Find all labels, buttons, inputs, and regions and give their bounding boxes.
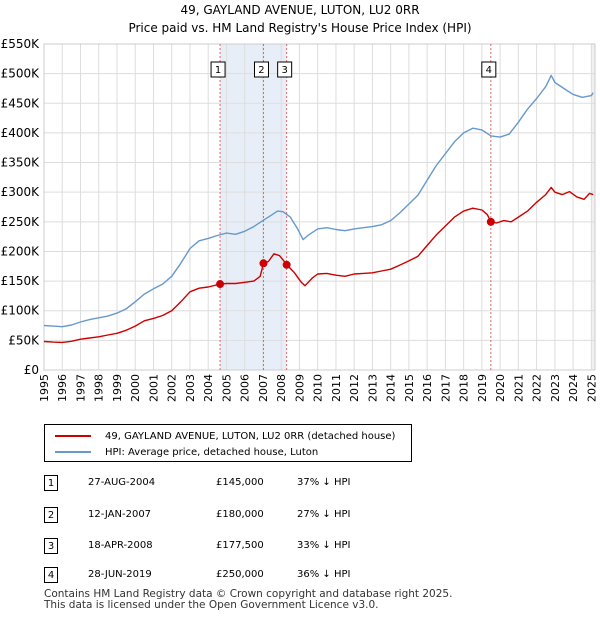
x-tick-label: 2020	[494, 374, 507, 402]
x-tick-label: 2015	[403, 374, 416, 402]
x-tick-label: 2008	[275, 374, 288, 402]
sale-number-label: 3	[281, 65, 287, 76]
x-tick-label: 2009	[293, 374, 306, 402]
transaction-hpi-diff: 27% ↓ HPI	[297, 509, 351, 520]
transaction-hpi-diff: 37% ↓ HPI	[297, 477, 351, 488]
sale-number-label: 4	[486, 65, 492, 76]
transaction-hpi-diff: 36% ↓ HPI	[297, 569, 351, 580]
x-tick-label: 2019	[476, 374, 489, 402]
sale-number-box	[210, 61, 226, 78]
x-tick-label: 2005	[220, 374, 233, 402]
transaction-row: 4 28-JUN-2019 £250,000 36% ↓ HPI	[0, 567, 600, 587]
y-tick-label: £350K	[1, 156, 41, 170]
x-tick-label: 2006	[239, 374, 252, 402]
x-tick-label: 2010	[312, 374, 325, 402]
x-tick-label: 2011	[330, 374, 343, 402]
x-tick-label: 2004	[202, 374, 215, 402]
plot-area	[44, 44, 595, 370]
legend-swatch-property	[55, 435, 91, 437]
transaction-price: £250,000	[216, 569, 264, 580]
x-tick-label: 2012	[348, 374, 361, 402]
sale-number-label: 1	[215, 65, 221, 76]
legend-label-hpi: HPI: Average price, detached house, Luto…	[105, 446, 319, 458]
sale-number-box	[277, 61, 293, 78]
transaction-price: £177,500	[216, 540, 264, 551]
x-tick-label: 2018	[458, 374, 471, 402]
x-tick-label: 2014	[385, 374, 398, 402]
x-tick-label: 2024	[567, 374, 580, 402]
transaction-number: 4	[44, 567, 58, 583]
price-chart: £0 £50K £100K £150K £200K £250K £300K £350K £400…	[1, 37, 599, 402]
property-series-line	[43, 186, 594, 344]
transaction-hpi-diff: 33% ↓ HPI	[297, 540, 351, 551]
x-tick-label: 1998	[93, 374, 106, 402]
projection-shade	[591, 44, 595, 370]
x-tick-label: 2000	[129, 374, 142, 402]
sale-point	[216, 280, 225, 289]
sale-number-box	[481, 61, 497, 78]
y-tick-label: £300K	[1, 185, 41, 199]
chart-subtitle: Price paid vs. HM Land Registry's House …	[128, 21, 472, 35]
x-tick-label: 2016	[421, 374, 434, 402]
legend-label-property: 49, GAYLAND AVENUE, LUTON, LU2 0RR (deta…	[105, 430, 396, 442]
transaction-date: 27-AUG-2004	[88, 477, 156, 488]
x-tick-label: 1995	[38, 374, 51, 402]
transaction-price: £145,000	[216, 477, 264, 488]
transaction-row: 1 27-AUG-2004 £145,000 37% ↓ HPI	[0, 475, 600, 495]
transaction-date: 28-JUN-2019	[88, 569, 152, 580]
transaction-number: 2	[44, 507, 58, 523]
sale-point	[486, 217, 495, 226]
x-tick-label: 2001	[147, 374, 160, 402]
x-tick-label: 1997	[74, 374, 87, 402]
x-tick-label: 2007	[257, 374, 270, 402]
footer-licence: This data is licensed under the Open Gov…	[44, 599, 379, 611]
transaction-row: 3 18-APR-2008 £177,500 33% ↓ HPI	[0, 538, 600, 558]
x-tick-label: 2021	[512, 374, 525, 402]
transaction-price: £180,000	[216, 509, 264, 520]
x-tick-label: 1999	[111, 374, 124, 402]
legend-item-property: 49, GAYLAND AVENUE, LUTON, LU2 0RR (deta…	[55, 428, 395, 444]
sale-number-box	[253, 61, 269, 78]
y-tick-label: £150K	[1, 274, 41, 288]
footer: Contains HM Land Registry data © Crown c…	[44, 589, 452, 611]
sale-number-label: 2	[258, 65, 264, 76]
y-tick-label: £450K	[1, 96, 41, 110]
x-tick-label: 2022	[531, 374, 544, 402]
y-tick-label: £550K	[1, 37, 41, 51]
transaction-number: 3	[44, 538, 58, 554]
hpi-series-line	[43, 74, 594, 328]
legend: 49, GAYLAND AVENUE, LUTON, LU2 0RR (deta…	[44, 424, 412, 462]
y-tick-label: £250K	[1, 215, 41, 229]
y-tick-label: £400K	[1, 126, 41, 140]
y-tick-label: £0	[24, 363, 39, 377]
sale-point	[259, 259, 268, 268]
legend-swatch-hpi	[55, 451, 91, 453]
x-tick-label: 2013	[366, 374, 379, 402]
transaction-row: 2 12-JAN-2007 £180,000 27% ↓ HPI	[0, 507, 600, 527]
x-tick-label: 1996	[56, 374, 69, 402]
x-tick-label: 2002	[166, 374, 179, 402]
y-tick-label: £500K	[1, 67, 41, 81]
y-tick-label: £100K	[1, 304, 41, 318]
sale-point	[282, 260, 291, 269]
x-tick-label: 2023	[549, 374, 562, 402]
transaction-number: 1	[44, 475, 58, 491]
x-tick-label: 2017	[439, 374, 452, 402]
plot-border	[43, 43, 596, 371]
x-tick-label: 2025	[585, 374, 598, 402]
chart-title: 49, GAYLAND AVENUE, LUTON, LU2 0RR	[180, 3, 420, 17]
y-tick-label: £50K	[8, 333, 40, 347]
footer-copyright: Contains HM Land Registry data © Crown c…	[44, 588, 453, 600]
y-tick-label: £200K	[1, 244, 41, 258]
x-tick-label: 2003	[184, 374, 197, 402]
legend-item-hpi: HPI: Average price, detached house, Luto…	[55, 444, 318, 460]
transaction-date: 18-APR-2008	[88, 540, 153, 551]
ownership-shade	[220, 44, 287, 370]
transaction-date: 12-JAN-2007	[88, 509, 152, 520]
